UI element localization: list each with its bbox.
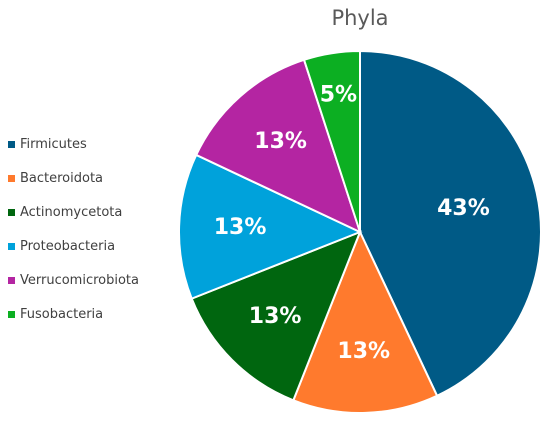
slice-label-firmicutes: 43% bbox=[437, 196, 490, 221]
legend-item-bacteroidota: Bacteroidota bbox=[8, 161, 183, 195]
pie-slice-proteobacteria bbox=[178, 153, 363, 300]
pie-slice-verrucomicrobiota bbox=[194, 58, 362, 234]
legend: Firmicutes Bacteroidota Actinomycetota P… bbox=[8, 127, 183, 331]
pie-slice-fusobacteria bbox=[302, 49, 361, 233]
legend-label-fusobacteria: Fusobacteria bbox=[20, 306, 104, 322]
pie-slice-firmicutes bbox=[359, 49, 542, 398]
pie-slice-actinomycetota bbox=[190, 230, 362, 402]
legend-swatch-firmicutes bbox=[8, 140, 15, 148]
legend-swatch-actinomycetota bbox=[8, 208, 15, 216]
pie-slice-bacteroidota bbox=[292, 229, 439, 414]
legend-label-verrucomicrobiota: Verrucomicrobiota bbox=[20, 272, 139, 288]
legend-item-actinomycetota: Actinomycetota bbox=[8, 195, 183, 229]
slice-label-proteobacteria: 13% bbox=[214, 215, 267, 240]
slice-label-verrucomicrobiota: 13% bbox=[254, 129, 307, 154]
legend-item-firmicutes: Firmicutes bbox=[8, 127, 183, 161]
legend-label-bacteroidota: Bacteroidota bbox=[20, 170, 104, 186]
legend-label-proteobacteria: Proteobacteria bbox=[20, 238, 116, 254]
legend-swatch-proteobacteria bbox=[8, 242, 15, 250]
legend-item-proteobacteria: Proteobacteria bbox=[8, 229, 183, 263]
legend-swatch-verrucomicrobiota bbox=[8, 276, 15, 284]
legend-item-fusobacteria: Fusobacteria bbox=[8, 297, 183, 331]
slice-label-bacteroidota: 13% bbox=[337, 339, 390, 364]
legend-swatch-fusobacteria bbox=[8, 310, 15, 318]
legend-swatch-bacteroidota bbox=[8, 174, 15, 182]
slice-label-actinomycetota: 13% bbox=[249, 304, 302, 329]
chart-title: Phyla bbox=[331, 6, 389, 30]
legend-label-actinomycetota: Actinomycetota bbox=[20, 204, 123, 220]
legend-item-verrucomicrobiota: Verrucomicrobiota bbox=[8, 263, 183, 297]
legend-label-firmicutes: Firmicutes bbox=[20, 136, 87, 152]
slice-label-fusobacteria: 5% bbox=[320, 83, 357, 108]
